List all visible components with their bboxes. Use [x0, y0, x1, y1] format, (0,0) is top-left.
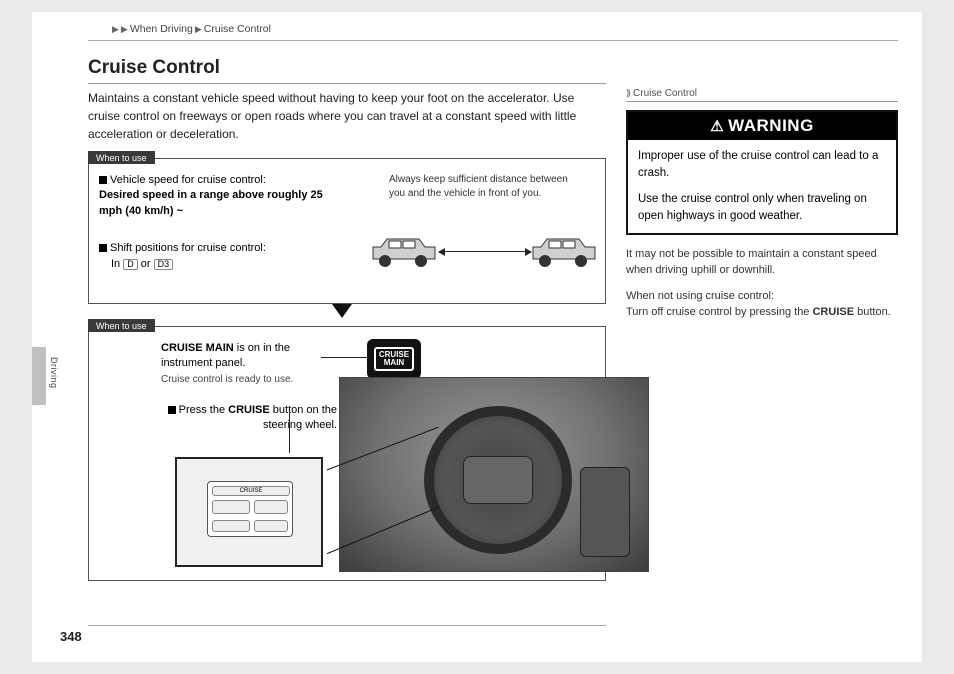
press-pre: Press the [179, 404, 229, 416]
wheel-button [254, 520, 288, 532]
breadcrumb: ▶ ▶ When Driving ▶ Cruise Control [112, 23, 271, 35]
box-label: When to use [88, 319, 155, 332]
note-bold: CRUISE [812, 306, 854, 318]
side-notes-heading: ⟫Cruise Control [626, 88, 898, 102]
press-post: button on the steering wheel. [263, 404, 337, 431]
badge-line2: MAIN [379, 359, 409, 367]
breadcrumb-item: When Driving [130, 23, 193, 35]
chevron-icon: ▶ [195, 24, 202, 35]
shift-heading: Shift positions for cruise control: [110, 242, 266, 254]
warning-icon: ⚠ [710, 118, 724, 135]
bullet-icon [99, 244, 107, 252]
note-text: Turn off cruise control by pressing the [626, 306, 812, 318]
intro-text: Maintains a constant vehicle speed witho… [88, 89, 608, 143]
distance-arrow-icon [439, 251, 531, 252]
cruise-main-bold: CRUISE MAIN [161, 342, 234, 354]
dashboard-illustration [339, 377, 649, 572]
section-label: Driving [49, 357, 59, 389]
cruise-main-sub: Cruise control is ready to use. [161, 373, 326, 387]
breadcrumb-item: Cruise Control [204, 23, 271, 35]
note-text: When not using cruise control: [626, 290, 774, 302]
warning-text: Use the cruise control only when traveli… [638, 191, 886, 224]
shift-text: or [141, 258, 154, 270]
note-text: It may not be possible to maintain a con… [626, 247, 898, 279]
vehicle-icon [529, 231, 599, 273]
press-cruise-text: Press the CRUISE button on the steering … [137, 403, 337, 433]
warning-heading: ⚠WARNING [628, 112, 896, 140]
divider [88, 83, 606, 84]
page-number: 348 [60, 629, 82, 644]
speed-heading: Vehicle speed for cruise control: [110, 174, 266, 186]
manual-page: ▶ ▶ When Driving ▶ Cruise Control Cruise… [32, 12, 922, 662]
vehicle-icon [369, 231, 439, 273]
speed-body: Desired speed in a range above roughly 2… [99, 188, 349, 219]
down-arrow-icon [332, 304, 352, 318]
warning-box: ⚠WARNING Improper use of the cruise cont… [626, 110, 898, 235]
wheel-hub [463, 456, 533, 504]
gear-key-d3: D3 [154, 259, 174, 271]
page-title: Cruise Control [88, 57, 220, 79]
divider [88, 625, 606, 626]
side-notes-column: ⟫Cruise Control ⚠WARNING Improper use of… [626, 88, 898, 320]
box1-left-text: Vehicle speed for cruise control: Desire… [99, 173, 349, 272]
bullet-icon [99, 176, 107, 184]
gear-key-d: D [123, 259, 138, 271]
cruise-main-indicator: CRUISE MAIN [367, 339, 421, 379]
button-cluster: CRUISE [207, 481, 293, 537]
vehicle-diagram [369, 219, 599, 297]
chevron-icon: ▶ [121, 24, 128, 35]
chevron-icon: ⟫ [626, 88, 631, 98]
press-bold: CRUISE [228, 404, 270, 416]
chevron-icon: ▶ [112, 24, 119, 35]
divider [88, 40, 898, 41]
warning-title: WARNING [728, 116, 814, 135]
wheel-button [212, 520, 250, 532]
side-notes-title: Cruise Control [633, 88, 697, 99]
note-text: button. [854, 306, 891, 318]
when-to-use-box-2: When to use CRUISE MAIN is on in the ins… [88, 326, 606, 581]
side-notes-body: It may not be possible to maintain a con… [626, 247, 898, 321]
cruise-button-label: CRUISE [212, 486, 290, 496]
shift-text: In [111, 258, 123, 270]
cruise-main-text: CRUISE MAIN is on in the instrument pane… [161, 341, 326, 386]
wheel-button [254, 500, 288, 514]
distance-note: Always keep sufficient distance between … [389, 173, 569, 200]
box-label: When to use [88, 151, 155, 164]
warning-text: Improper use of the cruise control can l… [638, 148, 886, 181]
steering-wheel-icon [424, 406, 572, 554]
callout-line [321, 357, 369, 358]
when-to-use-box-1: When to use Vehicle speed for cruise con… [88, 158, 606, 304]
section-tab [32, 347, 46, 405]
gear-shifter-icon [580, 467, 630, 557]
bullet-icon [168, 406, 176, 414]
cruise-button-inset: CRUISE [175, 457, 323, 567]
wheel-button [212, 500, 250, 514]
